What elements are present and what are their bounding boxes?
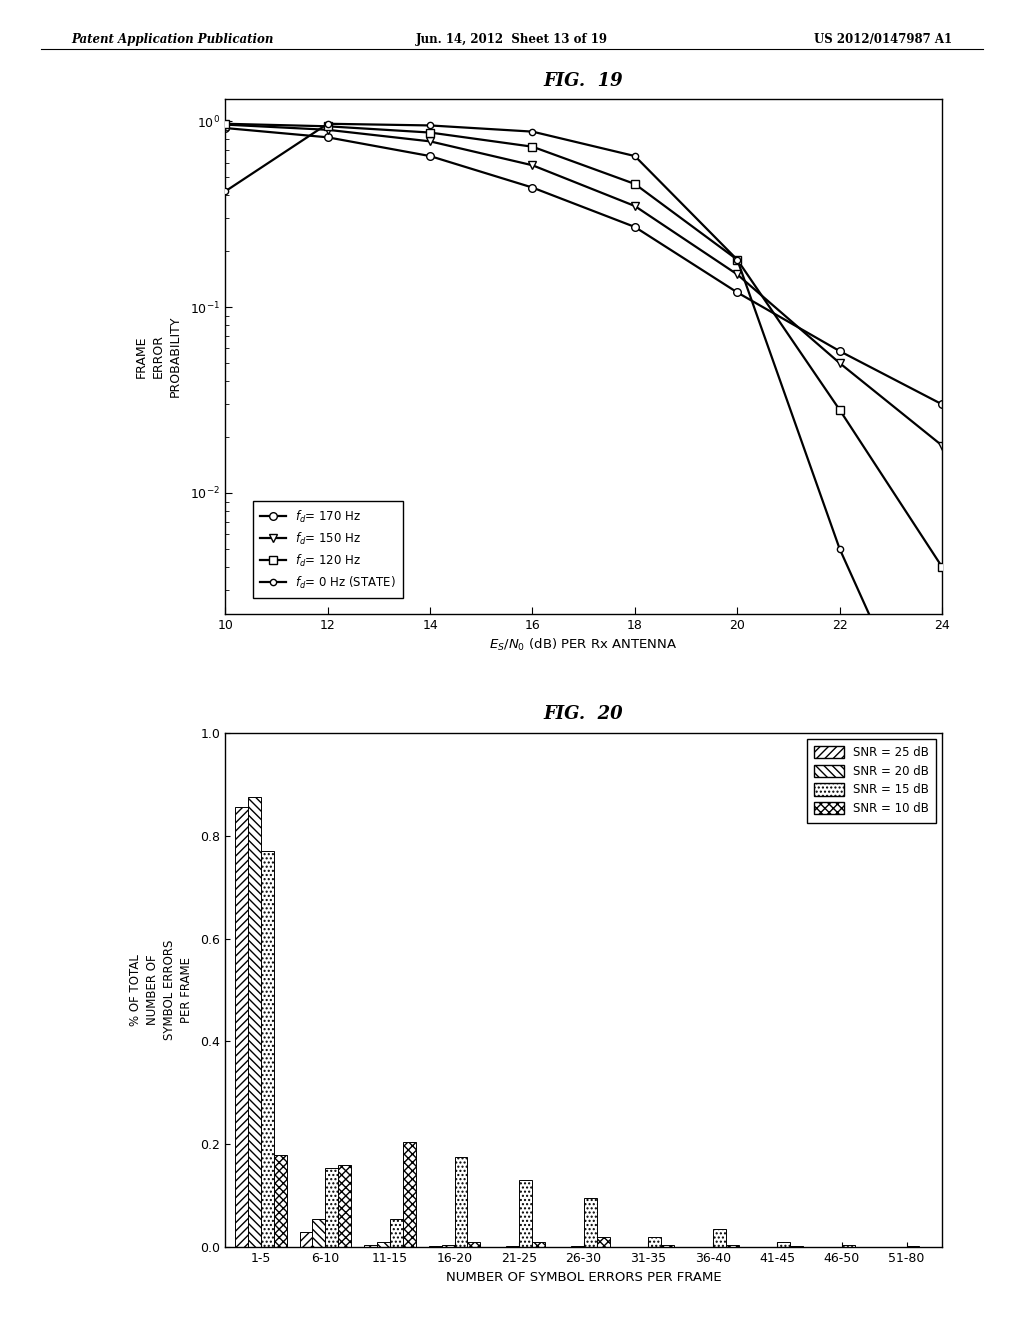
Bar	[261, 851, 273, 1247]
Bar	[402, 1142, 416, 1247]
Bar	[390, 1220, 402, 1247]
Bar	[455, 1158, 467, 1247]
Text: FIG.  19: FIG. 19	[544, 71, 624, 90]
Bar	[648, 1237, 662, 1247]
Bar	[584, 1199, 597, 1247]
Bar	[726, 1245, 738, 1247]
Text: Jun. 14, 2012  Sheet 13 of 19: Jun. 14, 2012 Sheet 13 of 19	[416, 33, 608, 46]
Bar	[467, 1242, 480, 1247]
Bar	[713, 1229, 726, 1247]
Y-axis label: FRAME
ERROR
PROBABILITY: FRAME ERROR PROBABILITY	[135, 315, 182, 397]
Bar	[273, 1155, 287, 1247]
Bar	[300, 1232, 312, 1247]
Text: US 2012/0147987 A1: US 2012/0147987 A1	[814, 33, 952, 46]
X-axis label: $\mathit{E_S/N_0}$ (dB) PER Rx ANTENNA: $\mathit{E_S/N_0}$ (dB) PER Rx ANTENNA	[489, 638, 678, 653]
Y-axis label: % OF TOTAL
NUMBER OF
SYMBOL ERRORS
PER FRAME: % OF TOTAL NUMBER OF SYMBOL ERRORS PER F…	[129, 940, 194, 1040]
Bar	[519, 1180, 532, 1247]
Legend: $\mathit{f_d}$= 170 Hz, $\mathit{f_d}$= 150 Hz, $\mathit{f_d}$= 120 Hz, $\mathit: $\mathit{f_d}$= 170 Hz, $\mathit{f_d}$= …	[253, 502, 403, 598]
Bar	[662, 1245, 674, 1247]
Text: FIG.  20: FIG. 20	[544, 705, 624, 723]
Bar	[312, 1220, 326, 1247]
Bar	[441, 1245, 455, 1247]
Bar	[338, 1166, 351, 1247]
Bar	[842, 1245, 855, 1247]
Bar	[532, 1242, 545, 1247]
Bar	[365, 1245, 377, 1247]
Bar	[377, 1242, 390, 1247]
Bar	[326, 1168, 338, 1247]
Bar	[906, 1246, 920, 1247]
Bar	[234, 808, 248, 1247]
Text: Patent Application Publication: Patent Application Publication	[72, 33, 274, 46]
X-axis label: NUMBER OF SYMBOL ERRORS PER FRAME: NUMBER OF SYMBOL ERRORS PER FRAME	[445, 1271, 722, 1284]
Bar	[597, 1237, 609, 1247]
Bar	[777, 1242, 791, 1247]
Legend: SNR = 25 dB, SNR = 20 dB, SNR = 15 dB, SNR = 10 dB: SNR = 25 dB, SNR = 20 dB, SNR = 15 dB, S…	[807, 738, 936, 822]
Bar	[248, 797, 261, 1247]
